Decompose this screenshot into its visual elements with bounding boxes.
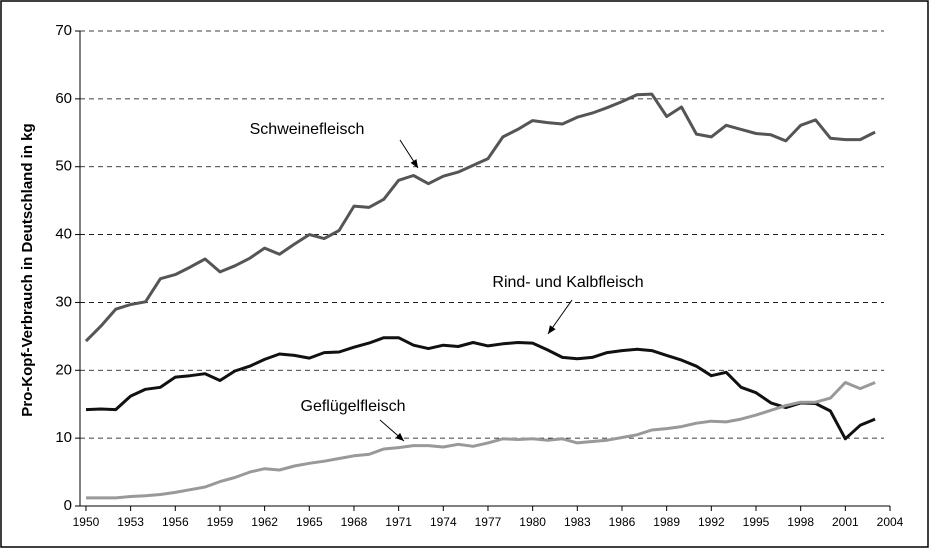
x-tick-label: 1989 — [653, 515, 680, 529]
y-tick-label: 30 — [55, 293, 72, 310]
series-annotation: Rind- und Kalbfleisch — [492, 274, 643, 291]
arrow-head — [548, 325, 556, 334]
x-tick-label: 1953 — [117, 515, 144, 529]
series-line — [84, 92, 876, 343]
arrow-head — [410, 159, 418, 168]
x-tick-label: 1956 — [162, 515, 189, 529]
series-line — [85, 336, 876, 441]
y-tick-label: 50 — [55, 158, 72, 175]
x-tick-label: 1980 — [519, 515, 546, 529]
x-tick-label: 1962 — [251, 515, 278, 529]
y-tick-label: 60 — [55, 90, 72, 107]
x-tick-label: 1992 — [698, 515, 725, 529]
x-tick-label: 1974 — [430, 515, 457, 529]
series-annotation: Geflügelfleisch — [301, 398, 406, 415]
y-axis-label: Pro-Kopf-Verbrauch in Deutschland in kg — [19, 123, 36, 416]
x-tick-label: 1965 — [296, 515, 323, 529]
x-tick-label: 1950 — [73, 515, 100, 529]
x-tick-label: 1995 — [743, 515, 770, 529]
y-tick-label: 70 — [55, 22, 72, 39]
x-tick-label: 1983 — [564, 515, 591, 529]
series-line — [86, 381, 876, 500]
x-tick-label: 1986 — [609, 515, 636, 529]
y-tick-label: 40 — [55, 226, 72, 243]
y-tick-label: 10 — [55, 429, 72, 446]
x-tick-label: 1977 — [475, 515, 502, 529]
x-tick-label: 2001 — [832, 515, 859, 529]
x-tick-label: 1998 — [787, 515, 814, 529]
y-tick-label: 0 — [64, 497, 72, 514]
x-tick-label: 1968 — [341, 515, 368, 529]
series-annotation: Schweinefleisch — [250, 121, 365, 138]
x-tick-label: 1971 — [385, 515, 412, 529]
arrow-head — [395, 432, 404, 441]
x-tick-label: 2004 — [877, 515, 904, 529]
y-tick-label: 20 — [55, 361, 72, 378]
x-tick-label: 1959 — [207, 515, 234, 529]
